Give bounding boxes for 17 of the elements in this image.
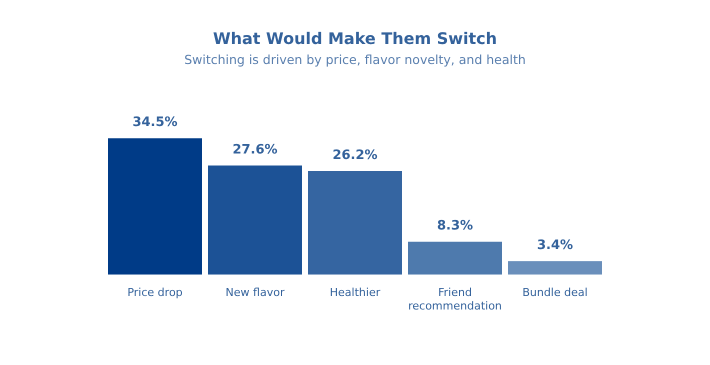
bar: [108, 138, 202, 275]
x-tick-label: New flavor: [226, 286, 285, 300]
bar: [308, 171, 402, 275]
bar: [408, 242, 502, 275]
x-tick-label: Bundle deal: [522, 286, 588, 300]
chart-title: What Would Make Them Switch: [212, 28, 498, 48]
x-tick-label: Friend recommendation: [408, 286, 502, 312]
data-label: 3.4%: [536, 238, 574, 254]
bar: [208, 165, 302, 275]
data-label: 34.5%: [132, 115, 178, 130]
chart-subtitle: Switching is driven by price, flavor novelty, and health: [184, 52, 526, 67]
data-label: 27.6%: [232, 142, 278, 158]
data-label: 8.3%: [436, 218, 474, 234]
bar: [508, 261, 602, 275]
data-label: 26.2%: [332, 148, 378, 163]
x-tick-label: Price drop: [127, 286, 183, 300]
x-tick-label: Healthier: [330, 286, 381, 300]
